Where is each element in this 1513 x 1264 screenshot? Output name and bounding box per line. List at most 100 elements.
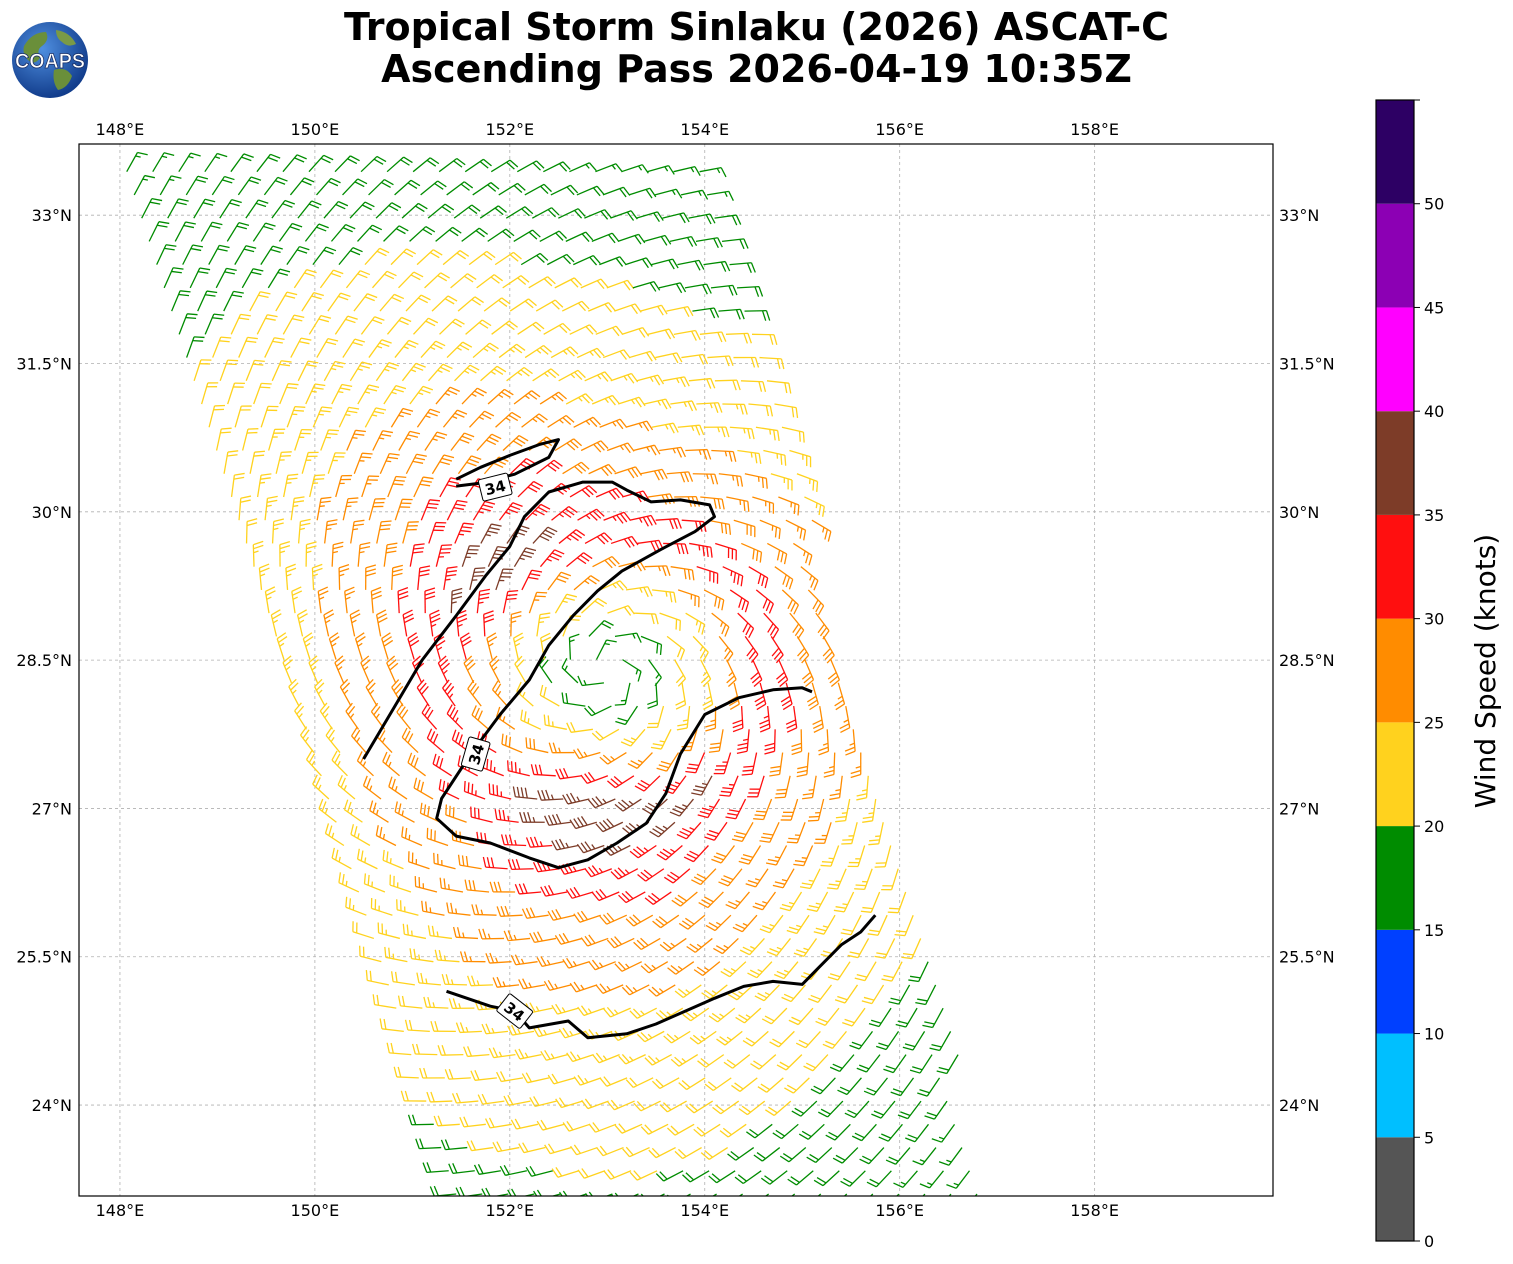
barb-feather: [615, 163, 623, 173]
barb-feather: [416, 779, 421, 791]
barb-feather: [459, 1022, 465, 1033]
barb-feather: [677, 894, 687, 902]
barb-feather: [603, 1170, 612, 1180]
barb-feather: [687, 401, 694, 412]
barb-feather: [647, 586, 653, 597]
barb-feather: [532, 323, 542, 332]
wind-barb: [615, 705, 639, 726]
wind-barb: [424, 431, 448, 451]
barb-half-feather: [762, 900, 768, 904]
wind-barb: [331, 383, 353, 405]
colorbar-segment: [1376, 514, 1414, 619]
barb-feather: [334, 655, 344, 664]
wind-barb: [779, 891, 803, 912]
barb-feather: [359, 541, 371, 546]
wind-barb: [419, 1067, 445, 1079]
wind-barb: [398, 430, 421, 451]
barb-feather: [782, 703, 793, 711]
barb-feather: [744, 601, 750, 613]
barb-feather: [572, 531, 583, 539]
wind-barb: [551, 1003, 579, 1015]
barb-feather: [541, 636, 552, 643]
barb-feather: [472, 574, 484, 577]
wind-barb: [402, 609, 415, 637]
barb-feather: [693, 876, 704, 883]
barb-feather: [603, 1008, 611, 1018]
barb-feather: [664, 329, 672, 340]
barb-feather: [427, 996, 432, 1008]
barb-feather: [308, 753, 316, 763]
wind-barb: [850, 752, 862, 779]
barb-feather: [668, 165, 675, 175]
barb-half-feather: [769, 923, 775, 927]
barb-feather: [712, 1106, 722, 1115]
barb-feather: [364, 201, 375, 208]
wind-barb: [633, 1100, 661, 1112]
barb-feather: [588, 1123, 596, 1133]
barb-feather: [742, 769, 753, 772]
barb-feather: [541, 659, 549, 669]
wind-barb: [736, 729, 750, 754]
barb-feather: [377, 613, 387, 620]
barb-feather: [673, 518, 678, 529]
barb-feather: [511, 1024, 517, 1035]
wind-barb: [569, 981, 598, 993]
wind-barb: [547, 1073, 576, 1085]
barb-feather: [894, 934, 906, 937]
barb-feather: [529, 932, 536, 943]
wind-barb: [827, 961, 851, 981]
barb-feather: [445, 804, 448, 815]
barb-feather: [551, 552, 562, 558]
y-tick-label-left: 27°N: [32, 799, 72, 818]
barb-feather: [704, 989, 714, 997]
barb-feather: [716, 1038, 726, 1046]
wind-barb: [640, 1123, 669, 1135]
barb-feather: [569, 819, 577, 829]
barb-feather: [481, 1023, 487, 1035]
barb-half-feather: [651, 964, 657, 970]
barb-half-feather: [547, 865, 551, 871]
wind-barb: [426, 827, 449, 847]
wind-barb: [305, 383, 326, 405]
barb-feather: [630, 210, 638, 220]
barb-feather: [859, 1158, 870, 1165]
wind-barb: [401, 202, 428, 219]
barb-feather: [327, 433, 338, 436]
wind-barb: [301, 291, 324, 312]
wind-barb: [379, 1018, 404, 1033]
wind-barb: [488, 783, 512, 800]
wind-barb: [185, 175, 209, 196]
barb-feather: [646, 516, 653, 526]
wind-barb: [860, 891, 881, 913]
barb-feather: [750, 357, 756, 368]
barb-feather: [761, 836, 772, 840]
wind-barb: [241, 428, 259, 451]
wind-barb: [312, 406, 333, 428]
barb-feather: [361, 361, 373, 366]
barb-feather: [282, 655, 292, 664]
barb-feather: [462, 640, 472, 647]
barb-feather: [452, 926, 457, 938]
barb-half-feather: [539, 841, 543, 847]
wind-barb: [651, 258, 679, 270]
barb-feather: [522, 1142, 529, 1153]
wind-barb: [264, 337, 285, 358]
barb-half-feather: [332, 550, 339, 554]
barb-feather: [791, 742, 802, 748]
barb-feather: [786, 841, 798, 844]
barb-half-feather: [375, 713, 380, 719]
barb-feather: [699, 810, 711, 815]
barb-feather: [683, 568, 687, 580]
wind-barb: [535, 299, 564, 312]
wind-barb: [325, 726, 341, 753]
barb-feather: [423, 1067, 428, 1079]
barb-feather: [555, 1167, 563, 1177]
barb-feather: [328, 825, 333, 836]
barb-feather: [601, 622, 612, 629]
wind-barb: [197, 290, 218, 312]
barb-feather: [909, 1069, 921, 1074]
barb-feather: [754, 452, 758, 464]
wind-barb: [565, 393, 594, 405]
wind-barb: [778, 496, 800, 516]
barb-feather: [801, 882, 813, 886]
